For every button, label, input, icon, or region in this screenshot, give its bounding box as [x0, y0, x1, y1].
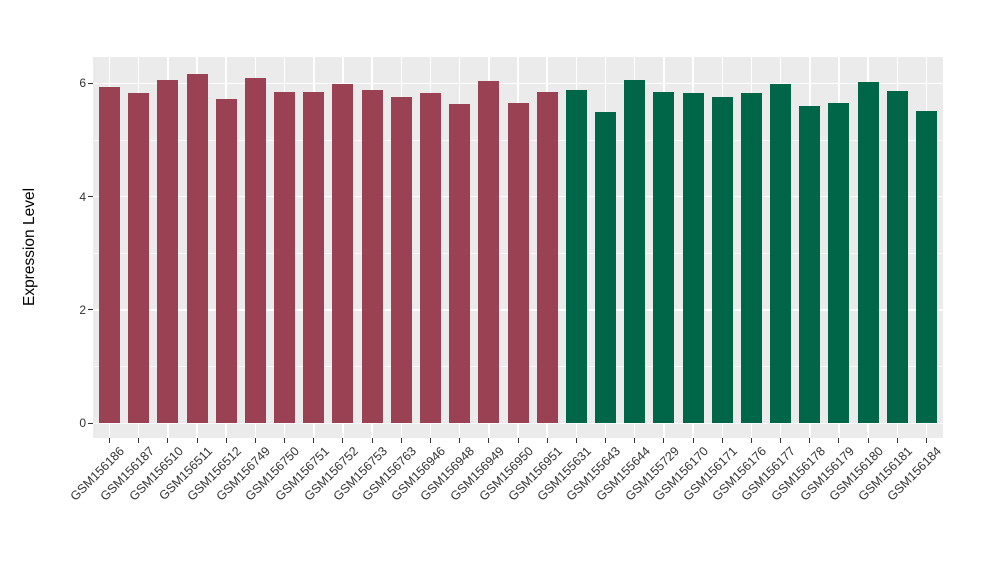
- x-tick-mark: [254, 438, 256, 443]
- bar-GSM156187: [128, 92, 150, 424]
- bar-GSM156170: [682, 92, 704, 424]
- bar-GSM156948: [449, 104, 471, 424]
- x-tick-mark: [780, 438, 782, 443]
- bar-GSM156763: [390, 96, 412, 424]
- bar-GSM156184: [916, 111, 937, 424]
- bar-GSM155644: [624, 80, 646, 424]
- bar-GSM156946: [419, 92, 441, 424]
- y-tick-mark: [88, 196, 93, 198]
- x-tick-mark: [196, 438, 198, 443]
- y-tick-label: 0: [79, 416, 86, 431]
- bar-GSM156750: [274, 91, 296, 424]
- x-tick-mark: [167, 438, 169, 443]
- bar-GSM156181: [886, 91, 908, 424]
- x-tick-mark: [284, 438, 286, 443]
- x-tick-mark: [546, 438, 548, 443]
- x-tick-mark: [721, 438, 723, 443]
- x-tick-mark: [605, 438, 607, 443]
- bar-GSM156949: [478, 81, 500, 424]
- bar-GSM156510: [157, 79, 179, 424]
- x-tick-mark: [488, 438, 490, 443]
- y-tick-mark: [88, 309, 93, 311]
- x-tick-mark: [692, 438, 694, 443]
- y-tick-mark: [88, 82, 93, 84]
- bar-GSM156179: [828, 102, 850, 424]
- bar-GSM156950: [507, 102, 529, 424]
- plot-panel: [93, 57, 943, 438]
- bar-GSM156171: [711, 96, 733, 424]
- bar-GSM155643: [595, 111, 617, 424]
- bar-GSM156751: [303, 91, 325, 424]
- x-tick-mark: [459, 438, 461, 443]
- bar-GSM156512: [215, 98, 237, 424]
- x-tick-mark: [517, 438, 519, 443]
- bar-GSM155631: [565, 89, 587, 424]
- y-tick-label: 2: [79, 302, 86, 317]
- x-tick-mark: [400, 438, 402, 443]
- x-tick-mark: [313, 438, 315, 443]
- x-tick-mark: [838, 438, 840, 443]
- x-tick-mark: [867, 438, 869, 443]
- x-tick-mark: [225, 438, 227, 443]
- y-tick-label: 4: [79, 189, 86, 204]
- bar-GSM156177: [770, 83, 792, 424]
- bar-GSM156752: [332, 84, 354, 424]
- bar-GSM156180: [857, 82, 879, 424]
- bar-GSM155729: [653, 91, 675, 424]
- x-tick-mark: [896, 438, 898, 443]
- y-tick-mark: [88, 422, 93, 424]
- x-tick-mark: [750, 438, 752, 443]
- x-tick-mark: [663, 438, 665, 443]
- x-tick-mark: [575, 438, 577, 443]
- bar-GSM156176: [740, 93, 762, 424]
- bar-GSM156951: [536, 91, 558, 424]
- bar-GSM156186: [99, 86, 120, 424]
- x-tick-mark: [809, 438, 811, 443]
- bar-GSM156178: [799, 105, 821, 424]
- bar-GSM156753: [361, 90, 383, 424]
- x-tick-mark: [429, 438, 431, 443]
- bar-GSM156511: [186, 74, 208, 424]
- y-axis-title: Expression Level: [21, 187, 38, 307]
- bar-GSM156749: [244, 77, 266, 424]
- x-tick-mark: [342, 438, 344, 443]
- x-tick-mark: [926, 438, 927, 443]
- x-tick-mark: [138, 438, 140, 443]
- x-tick-mark: [371, 438, 373, 443]
- x-tick-mark: [634, 438, 636, 443]
- x-tick-mark: [109, 438, 110, 443]
- y-tick-label: 6: [79, 76, 86, 91]
